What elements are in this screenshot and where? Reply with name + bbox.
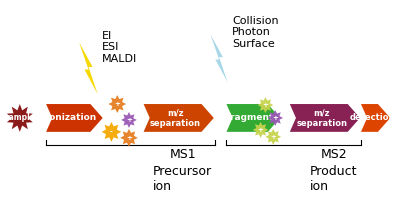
- Polygon shape: [121, 112, 137, 128]
- Polygon shape: [290, 104, 360, 132]
- Polygon shape: [108, 95, 126, 113]
- Text: +: +: [272, 115, 278, 121]
- Text: detection: detection: [350, 113, 395, 122]
- Text: EI
ESI
MALDI: EI ESI MALDI: [102, 31, 137, 64]
- Text: Collision
Photon
Surface: Collision Photon Surface: [232, 16, 279, 49]
- Text: sample: sample: [4, 113, 35, 122]
- Polygon shape: [266, 129, 281, 145]
- Polygon shape: [7, 104, 33, 132]
- Text: +: +: [262, 102, 268, 108]
- Polygon shape: [144, 104, 214, 132]
- Text: -: -: [110, 129, 113, 135]
- Text: MS1: MS1: [169, 148, 196, 161]
- Polygon shape: [361, 104, 390, 132]
- Text: m/z
separation: m/z separation: [296, 108, 347, 128]
- Text: Precursor
ion: Precursor ion: [153, 165, 212, 193]
- Polygon shape: [258, 97, 273, 113]
- Text: Product
ion: Product ion: [310, 165, 358, 193]
- Polygon shape: [226, 104, 280, 132]
- Polygon shape: [102, 122, 121, 142]
- Polygon shape: [253, 122, 268, 138]
- Text: +: +: [258, 127, 264, 133]
- Text: +: +: [126, 135, 132, 141]
- Text: +: +: [270, 134, 276, 140]
- Polygon shape: [79, 43, 98, 94]
- Text: +: +: [126, 117, 132, 123]
- Polygon shape: [46, 104, 103, 132]
- Text: fragment: fragment: [226, 113, 274, 122]
- Text: ionization: ionization: [46, 113, 96, 122]
- Text: m/z
separation: m/z separation: [150, 108, 201, 128]
- Polygon shape: [210, 35, 228, 82]
- Polygon shape: [120, 129, 138, 147]
- Polygon shape: [267, 110, 283, 126]
- Text: MS2: MS2: [320, 148, 347, 161]
- Text: +: +: [114, 101, 120, 107]
